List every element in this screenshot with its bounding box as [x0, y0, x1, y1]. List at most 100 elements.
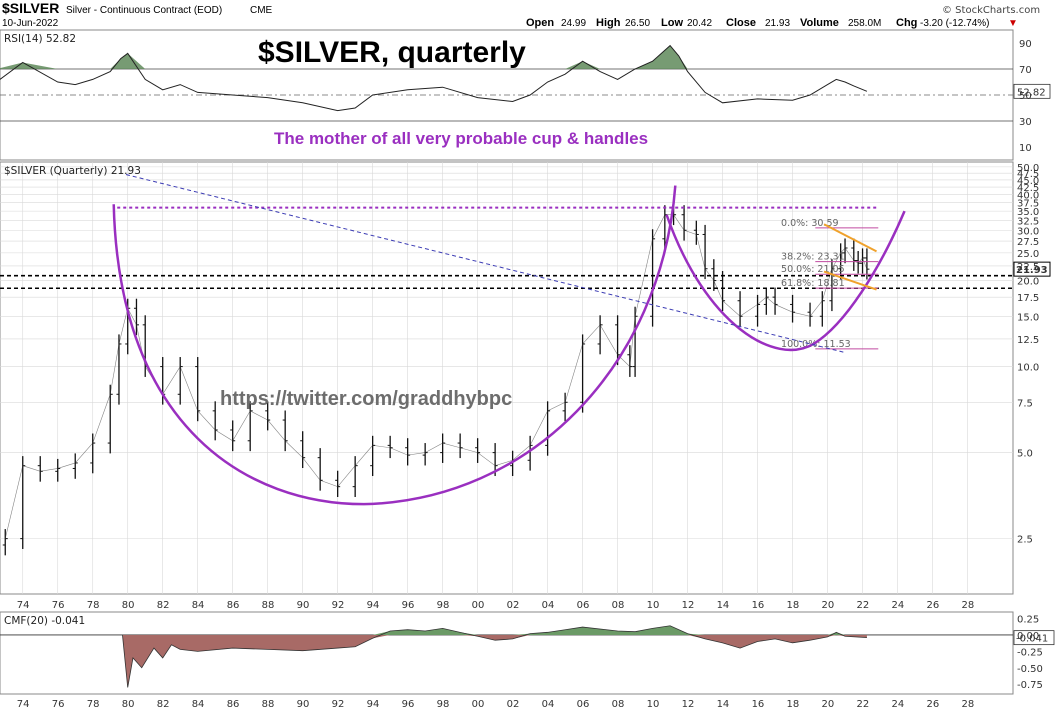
- x-tick-label: 96: [402, 699, 415, 710]
- instrument-name: Silver - Continuous Contract (EOD): [66, 5, 222, 16]
- twitter-watermark: https://twitter.com/graddhybpc: [220, 388, 512, 410]
- price-tick-label: 22.5: [1017, 262, 1039, 273]
- rsi-tick-label: 70: [1019, 65, 1032, 76]
- x-tick-label: 26: [927, 699, 940, 710]
- x-tick-label: 16: [752, 600, 765, 611]
- x-tick-label: 76: [52, 699, 65, 710]
- x-tick-label: 04: [542, 600, 555, 611]
- x-tick-label: 90: [297, 699, 310, 710]
- price-series: 21.93: [2, 205, 1051, 556]
- handle-curve: [665, 210, 906, 352]
- open-label: Open: [526, 17, 554, 29]
- x-tick-label: 84: [192, 699, 205, 710]
- cmf-last-value: -0.041: [1016, 634, 1048, 645]
- x-tick-label: 96: [402, 600, 415, 611]
- down-arrow-icon: ▼: [1008, 18, 1018, 29]
- fib-level-label: 61.8%: 18.81: [781, 278, 845, 289]
- chart-title: $SILVER, quarterly: [258, 36, 526, 69]
- price-tick-label: 42.5: [1017, 183, 1039, 194]
- x-tick-label: 80: [122, 600, 135, 611]
- low-label: Low: [661, 17, 683, 29]
- price-tick-label: 50.0: [1017, 163, 1039, 174]
- x-tick-label: 12: [682, 600, 695, 611]
- x-tick-label: 18: [787, 699, 800, 710]
- price-tick-label: 25.0: [1017, 249, 1039, 260]
- x-tick-label: 08: [612, 600, 625, 611]
- x-tick-label: 00: [472, 699, 485, 710]
- x-tick-label: 22: [857, 600, 870, 611]
- cmf-negative-area: [122, 634, 867, 688]
- x-tick-label: 16: [752, 699, 765, 710]
- price-tick-label: 5.0: [1017, 449, 1033, 460]
- cmf-label: CMF(20) -0.041: [4, 615, 85, 627]
- price-tick-label: 27.5: [1017, 237, 1039, 248]
- high-label: High: [596, 17, 621, 29]
- price-tick-label: 37.5: [1017, 199, 1039, 210]
- price-label: $SILVER (Quarterly) 21.93: [4, 165, 141, 177]
- fib-level-label: 38.2%: 23.31: [781, 252, 845, 263]
- x-tick-label: 24: [892, 699, 905, 710]
- x-tick-label: 28: [962, 600, 975, 611]
- x-tick-label: 76: [52, 600, 65, 611]
- price-last-value-box: [1013, 261, 1051, 277]
- drawn-annotations: [112, 174, 906, 506]
- cmf-last-value-box: [1013, 630, 1055, 646]
- cup-curve: [112, 185, 677, 506]
- price-tick-label: 40.0: [1017, 191, 1039, 202]
- exchange: CME: [250, 5, 273, 16]
- x-tick-label: 88: [262, 600, 275, 611]
- cmf-panel: [0, 611, 1014, 695]
- price-tick-label: 17.5: [1017, 293, 1039, 304]
- cmf-tick-label: -0.75: [1017, 680, 1043, 691]
- price-tick-label: 32.5: [1017, 216, 1039, 227]
- chart-subtitle: The mother of all very probable cup & ha…: [274, 129, 648, 148]
- rsi-line: [0, 44, 868, 112]
- price-tick-label: 10.0: [1017, 363, 1039, 374]
- fib-level-label: 100.0%: 11.53: [781, 339, 851, 350]
- price-panel: [0, 161, 1014, 595]
- high-value: 26.50: [625, 18, 650, 29]
- rsi-series: 52.82: [0, 44, 1051, 112]
- x-tick-label: 14: [717, 600, 730, 611]
- grid: [0, 68, 1013, 636]
- x-tick-label: 04: [542, 699, 555, 710]
- cmf-positive-area: [122, 625, 867, 635]
- x-tick-label: 12: [682, 699, 695, 710]
- low-value: 20.42: [687, 18, 712, 29]
- close-label: Close: [726, 17, 756, 29]
- price-tick-label: 2.5: [1017, 535, 1033, 546]
- stockcharts-logo: © StockCharts.com: [942, 5, 1040, 16]
- price-tick-label: 35.0: [1017, 207, 1039, 218]
- rsi-last-value: 52.82: [1017, 87, 1046, 98]
- price-tick-label: 20.0: [1017, 277, 1039, 288]
- orange-channel-upper: [823, 223, 877, 253]
- x-tick-label: 22: [857, 699, 870, 710]
- cmf-tick-label: 0.25: [1017, 615, 1039, 626]
- x-tick-label: 00: [472, 600, 485, 611]
- x-tick-label: 06: [577, 600, 590, 611]
- rsi-tick-label: 50: [1019, 91, 1032, 102]
- rsi-label: RSI(14) 52.82: [4, 33, 76, 45]
- cmf-tick-label: -0.50: [1017, 664, 1043, 675]
- chg-label: Chg: [896, 17, 917, 29]
- x-tick-label: 02: [507, 600, 520, 611]
- rsi-last-value-box: [1013, 83, 1051, 99]
- x-tick-label: 06: [577, 699, 590, 710]
- volume-label: Volume: [800, 17, 839, 29]
- price-last-value: 21.93: [1016, 265, 1048, 276]
- x-tick-label: 86: [227, 699, 240, 710]
- x-tick-label: 10: [647, 600, 660, 611]
- x-tick-label: 10: [647, 699, 660, 710]
- x-tick-label: 94: [367, 600, 380, 611]
- x-tick-label: 92: [332, 600, 345, 611]
- x-tick-label: 94: [367, 699, 380, 710]
- chart-date: 10-Jun-2022: [2, 18, 59, 29]
- rsi-tick-label: 10: [1019, 143, 1032, 154]
- x-tick-label: 18: [787, 600, 800, 611]
- x-tick-label: 82: [157, 600, 170, 611]
- x-tick-label: 14: [717, 699, 730, 710]
- blue-trendline: [125, 174, 846, 354]
- price-close-line: [4, 214, 868, 539]
